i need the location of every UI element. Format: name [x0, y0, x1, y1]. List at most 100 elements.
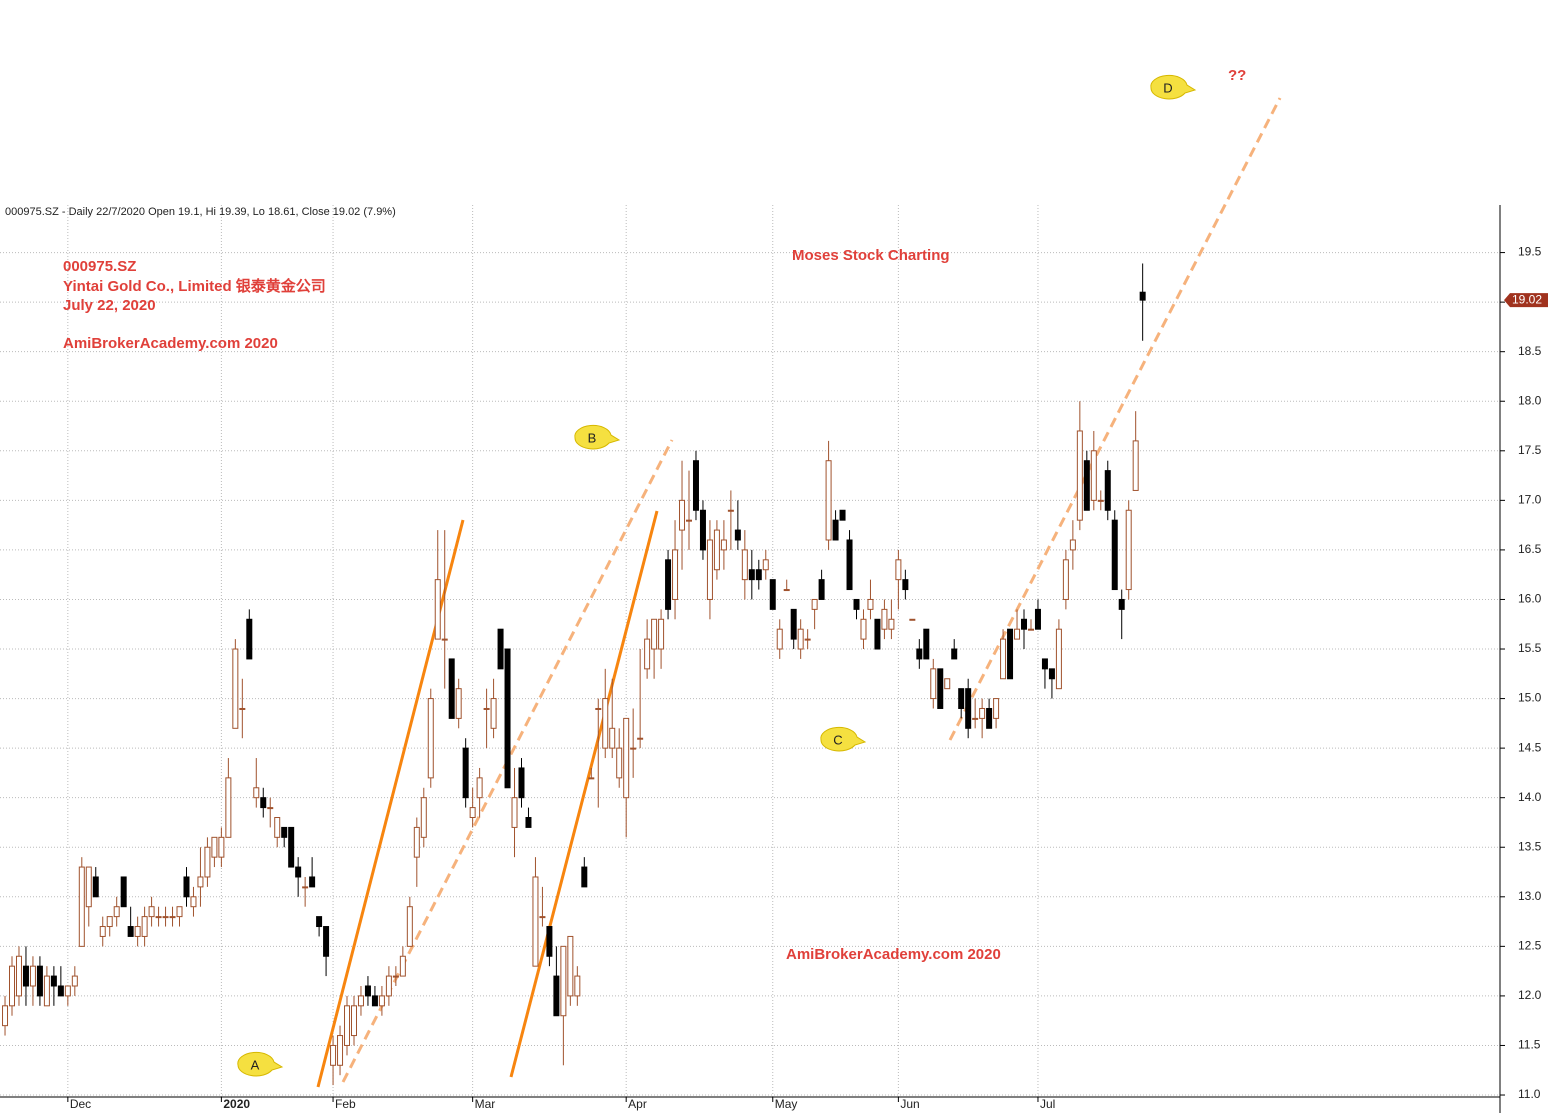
candle-body: [1132, 440, 1139, 491]
candle-body: [476, 777, 483, 799]
candle-body: [979, 707, 986, 719]
candle-body: [1097, 499, 1104, 502]
candle-body: [267, 807, 274, 810]
candle-body: [783, 589, 790, 592]
y-tick-label: 18.5: [1518, 344, 1542, 358]
candle-body: [490, 698, 497, 729]
candle-body: [790, 608, 797, 640]
bubble-label: D: [1163, 80, 1172, 95]
annotation: Yintai Gold Co., Limited 银泰黄金公司: [63, 277, 326, 295]
candle-body: [385, 975, 392, 997]
x-tick-label: Feb: [335, 1097, 356, 1111]
candle-body: [1048, 668, 1055, 680]
candle-body: [204, 846, 211, 878]
candle-body: [78, 866, 85, 947]
candle-body: [239, 707, 246, 710]
candle-body: [211, 836, 218, 858]
candles: [2, 263, 1146, 1086]
candle-body: [727, 509, 734, 512]
candle-body: [602, 698, 609, 749]
candle-body: [686, 519, 693, 522]
candle-body: [1034, 608, 1041, 630]
candle-body: [316, 916, 323, 928]
candle-body: [504, 648, 511, 789]
candle-body: [762, 559, 769, 571]
bubble-shape: [574, 424, 621, 450]
y-tick-label: 12.0: [1518, 988, 1542, 1002]
candle-body: [546, 926, 553, 957]
y-tick-label: 16.5: [1518, 542, 1542, 556]
candle-body: [281, 826, 288, 838]
candle-body: [113, 906, 120, 918]
candle-body: [169, 916, 176, 919]
y-tick-label: 11.0: [1518, 1087, 1541, 1101]
candle-body: [616, 747, 623, 779]
candle-body: [364, 985, 371, 997]
candle-body: [713, 529, 720, 571]
candle-body: [734, 529, 741, 541]
candle-body: [434, 579, 441, 640]
bubble: D: [1150, 74, 1197, 100]
candle-body: [937, 668, 944, 709]
y-tick-label: 15.5: [1518, 641, 1542, 655]
candle-body: [399, 955, 406, 977]
candle-body: [539, 916, 546, 919]
candle-body: [162, 916, 169, 919]
candle-body: [658, 618, 665, 650]
y-tick-label: 17.5: [1518, 443, 1542, 457]
x-tick-label: Dec: [70, 1097, 91, 1111]
bubble: A: [237, 1051, 284, 1077]
candle-body: [120, 876, 127, 908]
candle-body: [1083, 460, 1090, 511]
candle-body: [92, 876, 99, 898]
candle-body: [595, 707, 602, 710]
candle-body: [455, 688, 462, 719]
candle-body: [1076, 430, 1083, 521]
bubble-shape: [1150, 74, 1197, 100]
candle-body: [218, 836, 225, 858]
bubble-label: B: [588, 430, 597, 445]
annotation: July 22, 2020: [63, 297, 156, 314]
y-tick-label: 13.5: [1518, 839, 1542, 853]
candle-body: [679, 499, 686, 531]
candle-body: [881, 608, 888, 630]
candle-body: [57, 985, 64, 997]
candle-body: [441, 638, 448, 641]
candle-body: [755, 569, 762, 581]
candle-body: [29, 965, 36, 987]
candle-body: [846, 539, 853, 591]
candle-body: [916, 648, 923, 660]
candle-body: [818, 579, 825, 600]
candle-body: [888, 618, 895, 630]
bubble-label: C: [833, 732, 842, 747]
last-price-box: [1504, 293, 1548, 308]
candle-body: [965, 688, 972, 729]
candle-body: [190, 896, 197, 908]
candle-body: [392, 975, 399, 978]
candle-body: [462, 747, 469, 799]
candle-body: [1104, 470, 1111, 511]
y-tick-label: 16.0: [1518, 592, 1542, 606]
candle-body: [155, 916, 162, 919]
candle-body: [176, 906, 183, 918]
candle-body: [413, 826, 420, 858]
y-tick-label: 17.0: [1518, 493, 1542, 507]
candle-body: [993, 698, 1000, 719]
x-tick-label: Apr: [628, 1097, 647, 1111]
candle-body: [609, 727, 616, 749]
candle-body: [371, 995, 378, 1007]
trend-line-dashed: [948, 97, 1282, 741]
axis-layer: 11.0 11.5 12.0 12.5 13.0 13.5 14.0 14.5 15.0 15.5…: [67, 245, 1548, 1111]
last-price-label: 19.02: [1512, 292, 1542, 306]
candle-body: [357, 995, 364, 1007]
candle-body: [692, 460, 699, 511]
candle-body: [776, 628, 783, 650]
candle-body: [344, 1005, 351, 1046]
candle-body: [630, 747, 637, 750]
candle-body: [295, 866, 302, 878]
candle-body: [225, 777, 232, 838]
candle-body: [588, 777, 595, 780]
y-tick-label: 18.0: [1518, 393, 1542, 407]
x-tick-label: Jun: [900, 1097, 919, 1111]
candle-body: [337, 1035, 344, 1066]
